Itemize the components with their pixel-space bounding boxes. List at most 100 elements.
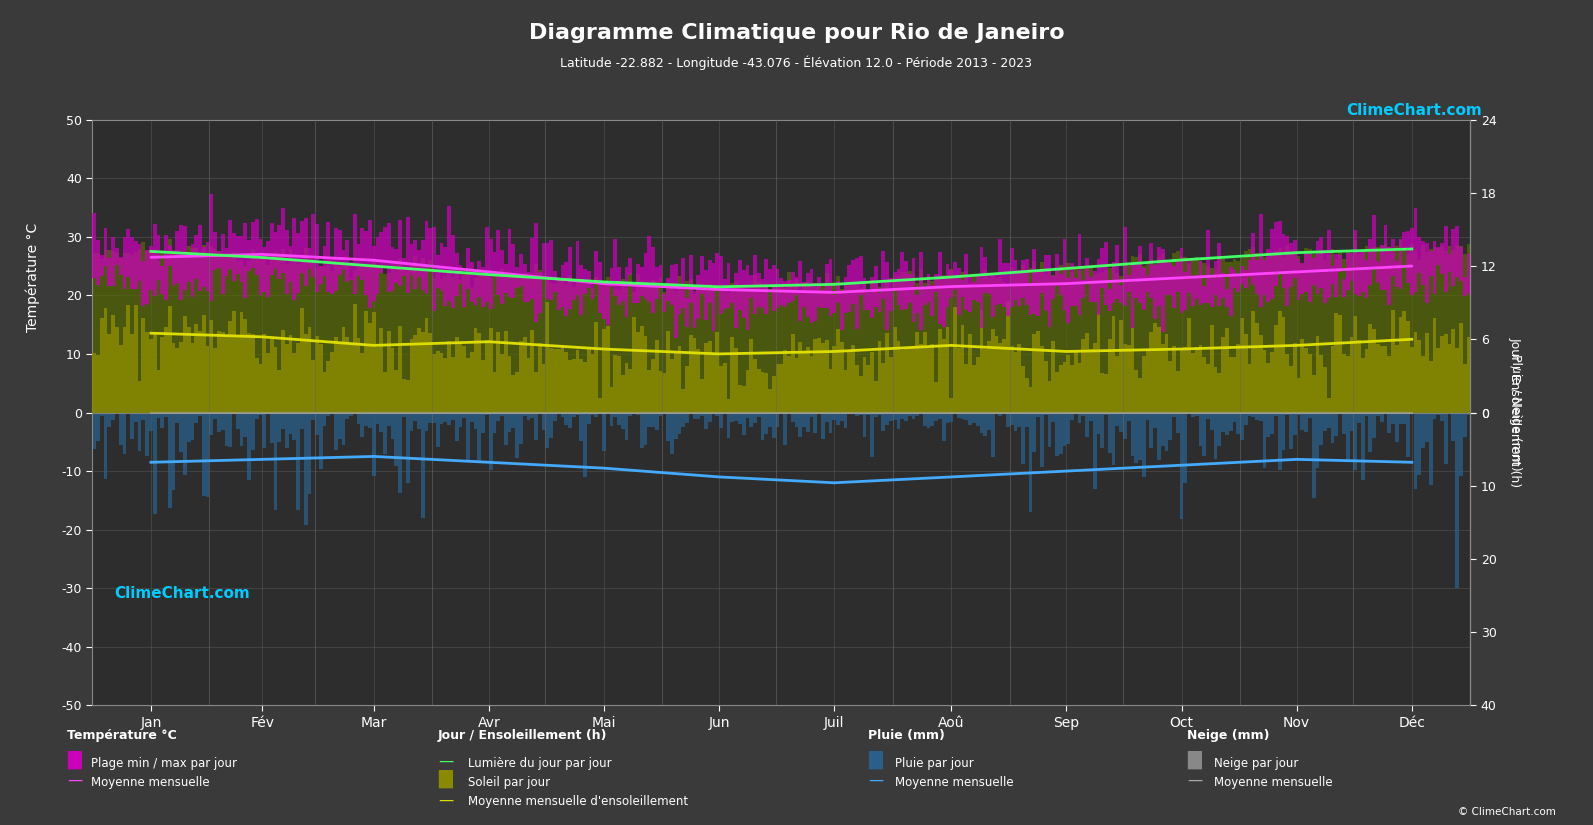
Bar bbox=[734, 281, 738, 412]
Bar bbox=[1432, 241, 1437, 295]
Bar bbox=[1236, 261, 1239, 412]
Bar bbox=[1184, 347, 1187, 412]
Bar bbox=[911, 412, 916, 419]
Bar bbox=[1112, 262, 1115, 304]
Bar bbox=[1338, 251, 1341, 412]
Bar bbox=[734, 273, 738, 328]
Bar bbox=[1214, 261, 1217, 295]
Bar bbox=[776, 285, 779, 412]
Bar bbox=[1244, 251, 1247, 412]
Bar bbox=[779, 364, 784, 412]
Bar bbox=[814, 338, 817, 412]
Bar bbox=[390, 348, 395, 412]
Bar bbox=[213, 248, 217, 412]
Bar bbox=[172, 252, 175, 412]
Bar bbox=[1180, 257, 1184, 412]
Bar bbox=[180, 342, 183, 412]
Bar bbox=[1013, 412, 1018, 431]
Bar bbox=[875, 412, 878, 417]
Bar bbox=[749, 339, 753, 412]
Bar bbox=[198, 225, 202, 290]
Bar bbox=[150, 250, 153, 412]
Bar bbox=[172, 412, 175, 490]
Bar bbox=[658, 265, 663, 282]
Bar bbox=[855, 412, 859, 416]
Bar bbox=[1432, 412, 1437, 419]
Bar bbox=[964, 365, 969, 412]
Bar bbox=[1354, 315, 1357, 412]
Bar bbox=[1048, 255, 1051, 327]
Bar bbox=[252, 249, 255, 412]
Bar bbox=[765, 373, 768, 412]
Bar bbox=[1021, 365, 1024, 412]
Bar bbox=[957, 278, 961, 412]
Bar bbox=[1236, 275, 1239, 292]
Bar bbox=[621, 412, 624, 429]
Bar bbox=[817, 338, 820, 412]
Bar bbox=[236, 261, 239, 412]
Bar bbox=[701, 412, 704, 417]
Bar bbox=[365, 311, 368, 412]
Bar bbox=[266, 412, 269, 413]
Bar bbox=[682, 290, 685, 412]
Bar bbox=[1126, 264, 1131, 412]
Bar bbox=[983, 349, 988, 412]
Bar bbox=[1365, 260, 1368, 298]
Bar bbox=[859, 412, 862, 415]
Bar bbox=[905, 261, 908, 309]
Bar bbox=[1150, 258, 1153, 412]
Bar bbox=[561, 412, 564, 417]
Bar bbox=[1239, 412, 1244, 440]
Bar bbox=[277, 412, 280, 442]
Bar bbox=[1402, 250, 1407, 412]
Bar bbox=[1294, 252, 1297, 412]
Bar bbox=[194, 412, 198, 422]
Bar bbox=[1437, 247, 1440, 265]
Bar bbox=[443, 276, 448, 412]
Bar bbox=[712, 263, 715, 331]
Bar bbox=[1180, 412, 1184, 519]
Bar bbox=[1335, 254, 1338, 297]
Bar bbox=[341, 265, 346, 412]
Bar bbox=[1051, 276, 1055, 412]
Bar bbox=[726, 412, 731, 437]
Bar bbox=[1395, 345, 1399, 412]
Bar bbox=[330, 351, 335, 412]
Bar bbox=[957, 268, 961, 315]
Bar bbox=[1255, 260, 1258, 294]
Bar bbox=[123, 237, 126, 289]
Bar bbox=[1145, 412, 1150, 420]
Bar bbox=[1399, 317, 1402, 412]
Bar bbox=[1192, 353, 1195, 412]
Bar bbox=[421, 332, 425, 412]
Bar bbox=[542, 243, 545, 280]
Bar bbox=[323, 372, 327, 412]
Bar bbox=[1150, 243, 1153, 298]
Bar bbox=[696, 349, 701, 412]
Bar bbox=[916, 295, 919, 313]
Bar bbox=[285, 344, 288, 412]
Bar bbox=[247, 262, 252, 412]
Bar bbox=[382, 372, 387, 412]
Bar bbox=[1372, 248, 1376, 412]
Bar bbox=[330, 271, 335, 412]
Bar bbox=[629, 258, 632, 276]
Bar bbox=[561, 346, 564, 412]
Bar bbox=[492, 412, 497, 433]
Bar bbox=[1429, 361, 1432, 412]
Bar bbox=[92, 213, 96, 278]
Bar bbox=[183, 226, 186, 290]
Bar bbox=[225, 412, 228, 446]
Bar bbox=[346, 412, 349, 419]
Bar bbox=[768, 389, 773, 412]
Bar bbox=[153, 412, 156, 514]
Bar bbox=[688, 412, 693, 413]
Bar bbox=[655, 282, 658, 412]
Bar bbox=[478, 261, 481, 297]
Bar bbox=[738, 384, 742, 412]
Bar bbox=[1341, 354, 1346, 412]
Bar bbox=[613, 412, 616, 417]
Bar bbox=[459, 342, 462, 412]
Bar bbox=[1115, 272, 1120, 412]
Bar bbox=[1101, 373, 1104, 412]
